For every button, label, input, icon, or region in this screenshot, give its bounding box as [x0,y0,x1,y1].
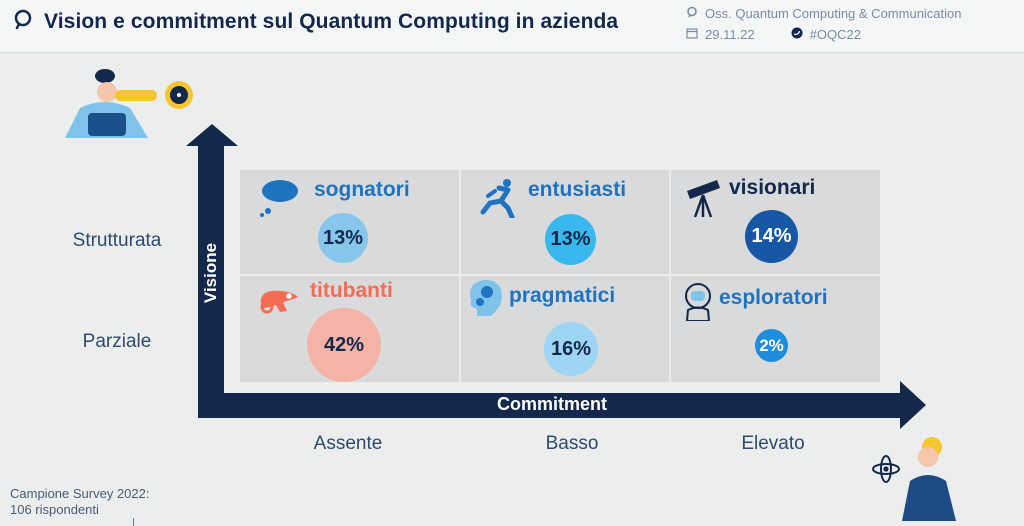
event-date: 29.11.22 [705,26,755,42]
woman-with-atom-illustration [872,435,962,521]
entusiasti-percent: 13% [545,214,596,265]
twitter-icon[interactable] [791,27,803,42]
sample-note: Campione Survey 2022: 106 rispondenti [10,486,149,518]
esploratori-percent: 2% [755,329,788,362]
pragmatici-label: pragmatici [509,284,616,307]
titubanti-percent: 42% [307,308,381,382]
runner-icon [477,178,519,223]
page-title: Vision e commitment sul Quantum Computin… [44,9,619,33]
observatory-name: Oss. Quantum Computing & Communication [705,5,962,21]
date-hashtag-row: 29.11.22 #OQC22 [686,24,1016,44]
esploratori-label: esploratori [719,286,828,309]
visionari-percent: 14% [745,210,798,263]
woman-with-spyglass-illustration [60,68,200,168]
observatory-icon [686,6,698,21]
gear-head-icon [469,279,503,321]
row-label-strutturata: Strutturata [72,230,162,251]
sognatori-label: sognatori [314,178,410,201]
cell-entusiasti: entusiasti 13% [461,170,671,276]
title-wrap: Vision e commitment sul Quantum Computin… [12,8,618,35]
cell-esploratori: esploratori 2% [671,276,880,382]
visionari-label: visionari [729,176,816,199]
entusiasti-label: entusiasti [528,178,627,201]
telescope-icon [683,178,725,223]
column-label-basso: Basso [545,433,599,454]
sample-note-line-2: 106 rispondenti [10,502,99,517]
chameleon-icon [256,284,302,319]
header-meta: Oss. Quantum Computing & Communication 2… [686,3,1016,44]
cell-titubanti: titubanti 42% [240,276,461,382]
x-axis-label: Commitment [496,394,607,414]
bottom-tick-mark [133,518,134,526]
observatory-row: Oss. Quantum Computing & Communication [686,3,1016,23]
calendar-icon [686,27,698,42]
column-label-assente: Assente [313,433,383,454]
search-icon [12,8,34,35]
cell-sognatori: sognatori 13% [240,170,461,276]
cloud-icon [258,177,303,222]
hashtag[interactable]: #OQC22 [809,26,861,42]
sample-note-line-1: Campione Survey 2022: [10,486,150,501]
sognatori-percent: 13% [318,213,368,263]
row-label-parziale: Parziale [82,331,152,352]
column-label-elevato: Elevato [741,433,805,454]
quadrant-grid: sognatori 13% entusiasti 13% visionari 1… [240,170,880,382]
cell-pragmatici: pragmatici 16% [461,276,671,382]
header-bar: Vision e commitment sul Quantum Computin… [0,0,1024,53]
astronaut-icon [679,281,717,326]
pragmatici-percent: 16% [544,322,598,376]
titubanti-label: titubanti [310,279,393,302]
cell-visionari: visionari 14% [671,170,880,276]
